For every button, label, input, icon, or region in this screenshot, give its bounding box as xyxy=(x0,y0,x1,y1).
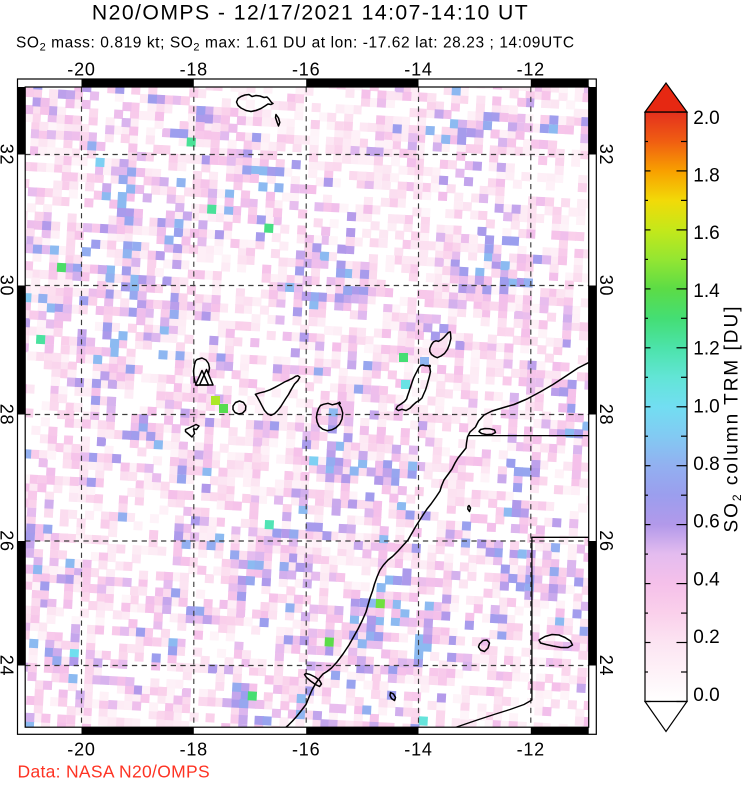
svg-text:32: 32 xyxy=(596,144,616,166)
svg-text:32: 32 xyxy=(0,144,17,166)
svg-text:SO2 mass: 0.819 kt; SO2 max: 1: SO2 mass: 0.819 kt; SO2 max: 1.61 DU at … xyxy=(16,35,575,54)
svg-text:-14: -14 xyxy=(404,740,432,760)
svg-text:0.0: 0.0 xyxy=(693,685,719,706)
svg-text:30: 30 xyxy=(596,275,616,297)
svg-text:-12: -12 xyxy=(517,60,545,80)
svg-text:1.2: 1.2 xyxy=(693,339,719,360)
svg-text:28: 28 xyxy=(596,404,616,426)
svg-text:-14: -14 xyxy=(404,60,432,80)
svg-text:-20: -20 xyxy=(67,740,95,760)
svg-text:0.4: 0.4 xyxy=(693,569,720,590)
svg-text:28: 28 xyxy=(0,404,17,426)
svg-text:30: 30 xyxy=(0,275,17,297)
svg-text:26: 26 xyxy=(0,530,17,552)
svg-text:1.0: 1.0 xyxy=(693,396,719,417)
svg-text:0.2: 0.2 xyxy=(693,627,719,648)
svg-text:1.6: 1.6 xyxy=(693,223,719,244)
svg-text:1.4: 1.4 xyxy=(693,281,720,302)
svg-text:26: 26 xyxy=(596,530,616,552)
svg-text:-16: -16 xyxy=(292,740,320,760)
svg-text:24: 24 xyxy=(0,655,17,677)
svg-text:-18: -18 xyxy=(180,740,208,760)
svg-text:SO2 column TRM [DU]: SO2 column TRM [DU] xyxy=(722,304,743,532)
svg-text:-16: -16 xyxy=(292,60,320,80)
svg-text:24: 24 xyxy=(596,655,616,677)
svg-text:N20/OMPS - 12/17/2021 14:07-14: N20/OMPS - 12/17/2021 14:07-14:10 UT xyxy=(92,1,529,24)
svg-text:0.8: 0.8 xyxy=(693,454,719,475)
svg-text:1.8: 1.8 xyxy=(693,166,719,187)
svg-text:2.0: 2.0 xyxy=(693,108,719,129)
svg-text:-18: -18 xyxy=(180,60,208,80)
svg-text:Data: NASA N20/OMPS: Data: NASA N20/OMPS xyxy=(18,761,210,781)
svg-text:-20: -20 xyxy=(67,60,95,80)
svg-text:0.6: 0.6 xyxy=(693,512,719,533)
svg-text:-12: -12 xyxy=(517,740,545,760)
